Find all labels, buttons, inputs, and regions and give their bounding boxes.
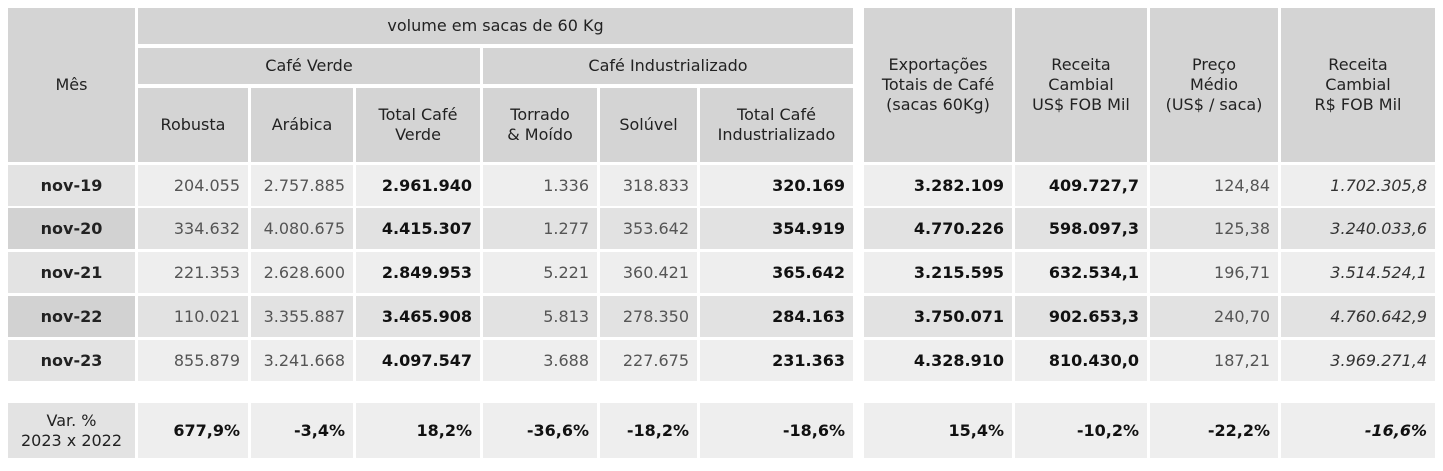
cell-arabica: 2.628.600 bbox=[251, 252, 353, 293]
cell-soluvel: 353.642 bbox=[600, 208, 697, 249]
cell-receita-brl: 4.760.642,9 bbox=[1281, 296, 1435, 337]
cell-exportacoes: 3.215.595 bbox=[864, 252, 1012, 293]
cell-robusta: 204.055 bbox=[138, 165, 248, 206]
header-volume: volume em sacas de 60 Kg bbox=[138, 8, 853, 44]
variation-preco: -22,2% bbox=[1150, 403, 1278, 458]
row-label: nov-23 bbox=[8, 340, 135, 381]
cell-arabica: 3.355.887 bbox=[251, 296, 353, 337]
cell-total-verde: 2.961.940 bbox=[356, 165, 480, 206]
variation-robusta: 677,9% bbox=[138, 403, 248, 458]
cell-preco: 124,84 bbox=[1150, 165, 1278, 206]
header-mes: Mês bbox=[8, 8, 135, 162]
header-arabica: Arábica bbox=[251, 88, 353, 162]
cell-robusta: 221.353 bbox=[138, 252, 248, 293]
header-cafe-industrializado: Café Industrializado bbox=[483, 48, 853, 84]
cell-total-verde: 2.849.953 bbox=[356, 252, 480, 293]
cell-torrado: 1.277 bbox=[483, 208, 597, 249]
cell-receita-brl: 3.969.271,4 bbox=[1281, 340, 1435, 381]
cell-soluvel: 278.350 bbox=[600, 296, 697, 337]
cell-receita-usd: 810.430,0 bbox=[1015, 340, 1147, 381]
cell-robusta: 334.632 bbox=[138, 208, 248, 249]
header-preco-medio: Preço Médio (US$ / saca) bbox=[1150, 8, 1278, 162]
cell-torrado: 5.221 bbox=[483, 252, 597, 293]
cell-arabica: 2.757.885 bbox=[251, 165, 353, 206]
variation-torrado: -36,6% bbox=[483, 403, 597, 458]
cell-soluvel: 227.675 bbox=[600, 340, 697, 381]
cell-arabica: 4.080.675 bbox=[251, 208, 353, 249]
cell-total-ind: 365.642 bbox=[700, 252, 853, 293]
variation-total-verde: 18,2% bbox=[356, 403, 480, 458]
cell-preco: 196,71 bbox=[1150, 252, 1278, 293]
cell-total-verde: 4.415.307 bbox=[356, 208, 480, 249]
cell-total-ind: 354.919 bbox=[700, 208, 853, 249]
variation-label: Var. % 2023 x 2022 bbox=[8, 403, 135, 458]
variation-receita-brl: -16,6% bbox=[1281, 403, 1435, 458]
cell-receita-usd: 598.097,3 bbox=[1015, 208, 1147, 249]
cell-exportacoes: 4.328.910 bbox=[864, 340, 1012, 381]
cell-torrado: 3.688 bbox=[483, 340, 597, 381]
header-receita-brl: Receita Cambial R$ FOB Mil bbox=[1281, 8, 1435, 162]
cell-receita-usd: 409.727,7 bbox=[1015, 165, 1147, 206]
cell-receita-brl: 3.240.033,6 bbox=[1281, 208, 1435, 249]
variation-receita-usd: -10,2% bbox=[1015, 403, 1147, 458]
cell-total-verde: 4.097.547 bbox=[356, 340, 480, 381]
row-label: nov-19 bbox=[8, 165, 135, 206]
cell-total-verde: 3.465.908 bbox=[356, 296, 480, 337]
cell-receita-usd: 902.653,3 bbox=[1015, 296, 1147, 337]
cell-preco: 240,70 bbox=[1150, 296, 1278, 337]
header-robusta: Robusta bbox=[138, 88, 248, 162]
cell-total-ind: 320.169 bbox=[700, 165, 853, 206]
cell-robusta: 110.021 bbox=[138, 296, 248, 337]
header-receita-usd: Receita Cambial US$ FOB Mil bbox=[1015, 8, 1147, 162]
variation-exportacoes: 15,4% bbox=[864, 403, 1012, 458]
cell-exportacoes: 3.282.109 bbox=[864, 165, 1012, 206]
cell-soluvel: 360.421 bbox=[600, 252, 697, 293]
row-label: nov-20 bbox=[8, 208, 135, 249]
cell-receita-brl: 1.702.305,8 bbox=[1281, 165, 1435, 206]
variation-arabica: -3,4% bbox=[251, 403, 353, 458]
variation-total-ind: -18,6% bbox=[700, 403, 853, 458]
cell-torrado: 5.813 bbox=[483, 296, 597, 337]
variation-soluvel: -18,2% bbox=[600, 403, 697, 458]
header-exportacoes: Exportações Totais de Café (sacas 60Kg) bbox=[864, 8, 1012, 162]
header-total-industrializado: Total Café Industrializado bbox=[700, 88, 853, 162]
cell-total-ind: 284.163 bbox=[700, 296, 853, 337]
cell-robusta: 855.879 bbox=[138, 340, 248, 381]
row-label: nov-21 bbox=[8, 252, 135, 293]
header-total-verde: Total Café Verde bbox=[356, 88, 480, 162]
cell-preco: 187,21 bbox=[1150, 340, 1278, 381]
row-label: nov-22 bbox=[8, 296, 135, 337]
cell-receita-usd: 632.534,1 bbox=[1015, 252, 1147, 293]
cell-total-ind: 231.363 bbox=[700, 340, 853, 381]
header-cafe-verde: Café Verde bbox=[138, 48, 480, 84]
cell-receita-brl: 3.514.524,1 bbox=[1281, 252, 1435, 293]
cell-exportacoes: 3.750.071 bbox=[864, 296, 1012, 337]
cell-preco: 125,38 bbox=[1150, 208, 1278, 249]
cell-torrado: 1.336 bbox=[483, 165, 597, 206]
cell-exportacoes: 4.770.226 bbox=[864, 208, 1012, 249]
header-soluvel: Solúvel bbox=[600, 88, 697, 162]
cell-soluvel: 318.833 bbox=[600, 165, 697, 206]
cell-arabica: 3.241.668 bbox=[251, 340, 353, 381]
header-torrado-moido: Torrado & Moído bbox=[483, 88, 597, 162]
